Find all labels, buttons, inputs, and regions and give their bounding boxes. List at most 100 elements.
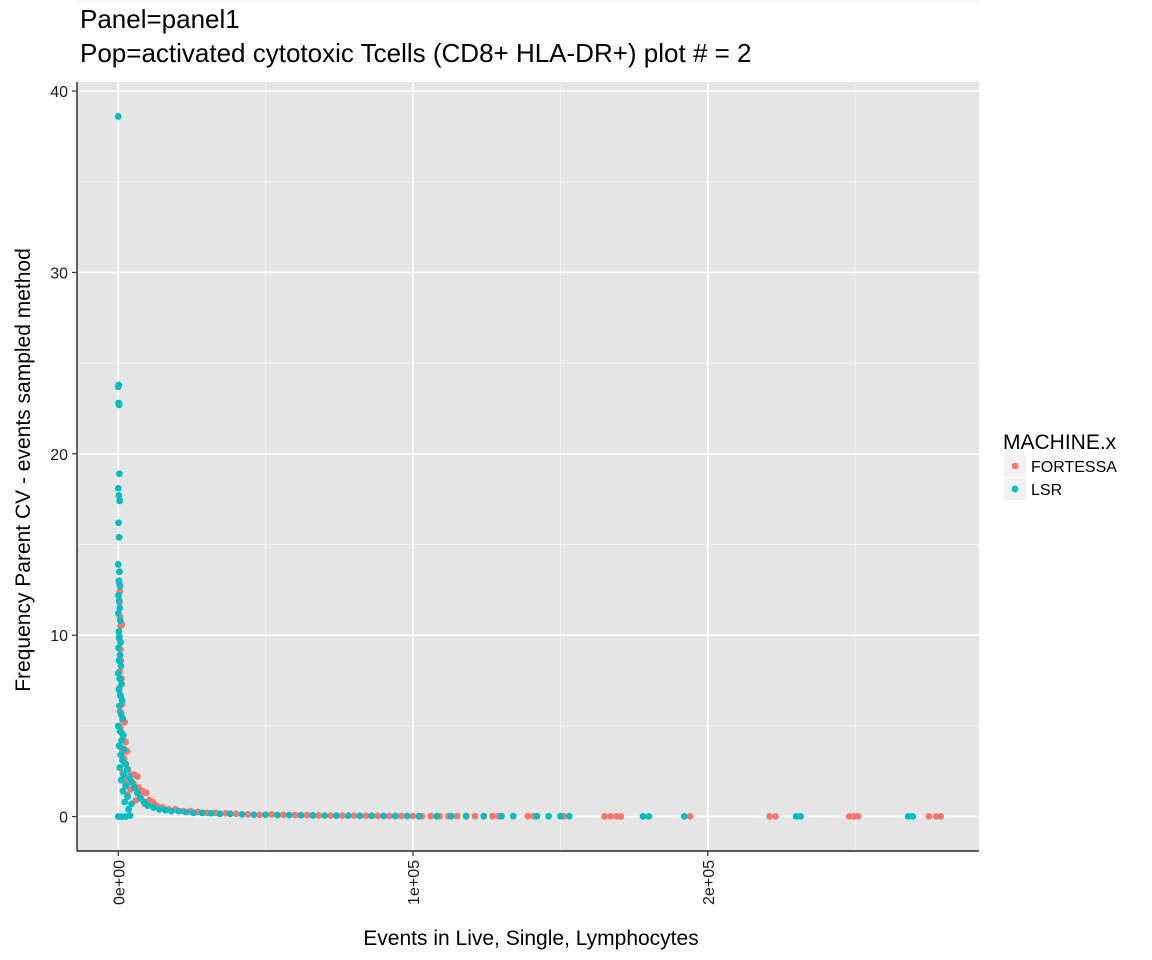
- data-point: [327, 812, 334, 820]
- data-point: [415, 812, 423, 820]
- y-tick-label: 40: [50, 84, 68, 101]
- data-point: [156, 805, 163, 813]
- data-point: [362, 812, 370, 820]
- data-point: [471, 812, 479, 820]
- data-point: [250, 811, 258, 819]
- data-point: [453, 812, 461, 820]
- data-point: [134, 789, 141, 797]
- data-point: [126, 773, 133, 781]
- data-point: [116, 617, 124, 625]
- legend-label: FORTESSA: [1031, 459, 1117, 476]
- data-point: [557, 812, 564, 820]
- data-point: [238, 810, 246, 818]
- data-point: [356, 812, 364, 820]
- data-point: [232, 810, 240, 818]
- legend-title: MACHINE.x: [1003, 431, 1117, 454]
- y-tick-label: 30: [50, 265, 68, 282]
- tick-labels: 0 10 20 30 40 0e+00 1e+05 2e+05: [50, 84, 718, 905]
- data-point: [601, 812, 609, 820]
- data-point: [447, 812, 455, 820]
- data-point: [115, 533, 123, 541]
- legend-label: LSR: [1031, 482, 1062, 499]
- data-point: [607, 812, 614, 820]
- data-point: [122, 782, 130, 790]
- data-point: [118, 680, 125, 688]
- data-point: [303, 811, 311, 819]
- data-point: [403, 812, 411, 820]
- y-axis-title: Frequency Parent CV - events sampled met…: [12, 248, 35, 692]
- data-point: [175, 807, 183, 815]
- data-point: [114, 722, 122, 730]
- data-point: [117, 639, 125, 646]
- data-point: [338, 812, 346, 820]
- data-point: [116, 568, 123, 576]
- data-point: [115, 597, 123, 605]
- data-point: [380, 812, 387, 820]
- data-point: [115, 577, 123, 585]
- data-point: [116, 691, 124, 699]
- data-point: [125, 805, 132, 813]
- plot-panel: [77, 82, 979, 851]
- data-point: [115, 644, 122, 652]
- data-point: [190, 809, 197, 817]
- data-point: [128, 800, 135, 808]
- data-point: [391, 812, 399, 820]
- data-point: [144, 802, 152, 810]
- data-point: [350, 812, 358, 820]
- data-point: [182, 808, 190, 816]
- data-points: [114, 113, 945, 820]
- chart-title-line2: Pop=activated cytotoxic Tcells (CD8+ HLA…: [80, 38, 752, 68]
- x-axis-title: Events in Live, Single, Lymphocytes: [363, 927, 698, 950]
- data-point: [565, 812, 573, 820]
- data-point: [524, 812, 532, 820]
- data-point: [118, 736, 125, 744]
- data-point: [374, 812, 382, 820]
- data-point: [120, 746, 128, 753]
- x-tick-label: 2e+05: [701, 860, 718, 905]
- data-point: [117, 776, 125, 784]
- data-point: [498, 812, 505, 820]
- data-point: [117, 751, 125, 759]
- data-point: [150, 804, 158, 811]
- data-point: [925, 812, 933, 820]
- data-point: [207, 809, 215, 817]
- data-point: [291, 811, 299, 819]
- data-point: [114, 610, 122, 617]
- data-point: [772, 812, 780, 820]
- data-point: [854, 812, 862, 820]
- data-point: [509, 812, 517, 820]
- data-point: [123, 765, 131, 773]
- panel-background: [77, 82, 979, 851]
- data-point: [116, 582, 124, 590]
- data-point: [279, 811, 287, 819]
- data-point: [116, 651, 124, 659]
- data-point: [115, 628, 123, 635]
- data-point: [115, 686, 123, 693]
- y-tick-label: 0: [59, 810, 68, 827]
- data-point: [116, 497, 124, 505]
- data-point: [680, 812, 688, 820]
- data-point: [386, 812, 393, 820]
- data-point: [489, 812, 497, 820]
- data-point: [115, 742, 123, 750]
- data-point: [126, 812, 134, 820]
- x-tick-label: 1e+05: [406, 860, 423, 905]
- x-tick-label: 0e+00: [111, 860, 128, 905]
- data-point: [297, 811, 305, 819]
- data-point: [131, 784, 138, 791]
- data-point: [766, 812, 774, 820]
- data-point: [268, 810, 275, 818]
- data-point: [118, 697, 126, 704]
- data-point: [120, 771, 127, 779]
- data-point: [344, 812, 352, 820]
- data-point: [797, 812, 805, 820]
- data-point: [162, 806, 169, 814]
- data-point: [309, 812, 317, 819]
- data-point: [244, 810, 252, 818]
- data-point: [545, 812, 553, 820]
- series-lsr: [114, 113, 917, 820]
- y-tick-label: 10: [50, 628, 68, 645]
- data-point: [119, 731, 127, 739]
- data-point: [115, 657, 123, 664]
